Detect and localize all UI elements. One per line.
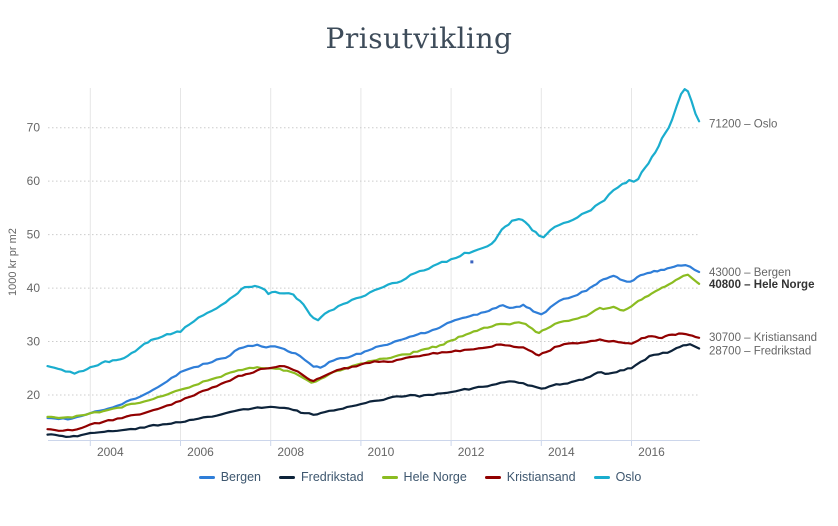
legend-label-bergen: Bergen (220, 470, 262, 484)
series-end-label-hele-norge: 40800 – Hele Norge (709, 279, 814, 291)
legend-marker-kristiansand (484, 475, 501, 479)
y-tick-label-60: 60 (27, 174, 41, 188)
legend-item-bergen[interactable]: Bergen (198, 470, 262, 484)
x-tick-label-2012: 2012 (458, 445, 485, 459)
chart-title: Prisutvikling (325, 22, 513, 55)
chart-legend: Bergen Fredrikstad Hele Norge Kristiansand O… (40, 470, 800, 484)
legend-label-kristiansand: Kristiansand (506, 470, 576, 484)
series-line-oslo (46, 88, 701, 375)
series-end-label-oslo: 71200 – Oslo (709, 118, 777, 130)
y-tick-label-40: 40 (27, 281, 41, 295)
gridlines (48, 88, 700, 440)
y-tick-label-30: 30 (27, 335, 41, 349)
series-end-label-bergen: 43000 – Bergen (709, 267, 791, 279)
x-tick-label-2016: 2016 (638, 445, 665, 459)
series-lines (46, 88, 701, 438)
series-line-fredrikstad (46, 343, 701, 438)
x-tick-label-2008: 2008 (277, 445, 304, 459)
legend-marker-bergen (198, 475, 215, 479)
legend-marker-hele-norge (381, 475, 398, 479)
x-tick-label-2006: 2006 (187, 445, 214, 459)
y-tick-label-70: 70 (27, 121, 41, 135)
legend-marker-oslo (593, 475, 610, 479)
x-tick-label-2014: 2014 (548, 445, 575, 459)
series-end-label-fredrikstad: 28700 – Fredrikstad (709, 345, 811, 357)
legend-item-kristiansand[interactable]: Kristiansand (484, 470, 576, 484)
x-axis-labels: 2004 2006 2008 2010 2012 2014 2016 (97, 445, 665, 459)
series-line-kristiansand (46, 332, 701, 432)
legend-marker-fredrikstad (279, 475, 296, 479)
series-end-labels: 43000 – Bergen 28700 – Fredrikstad 40800 –… (709, 118, 817, 357)
series-line-bergen (46, 264, 701, 421)
stray-dot-artifact (470, 260, 474, 264)
artifacts (470, 260, 474, 264)
x-axis (48, 440, 700, 446)
y-tick-label-50: 50 (27, 228, 41, 242)
y-axis-labels: 20 30 40 50 60 70 (27, 121, 41, 402)
legend-label-oslo: Oslo (615, 470, 642, 484)
x-tick-label-2004: 2004 (97, 445, 124, 459)
legend-label-hele-norge: Hele Norge (403, 470, 467, 484)
x-tick-label-2010: 2010 (368, 445, 395, 459)
series-end-label-kristiansand: 30700 – Kristiansand (709, 332, 817, 344)
y-tick-label-20: 20 (27, 388, 41, 402)
legend-item-hele-norge[interactable]: Hele Norge (381, 470, 467, 484)
y-axis-title: 1000 kr pr m2 (7, 228, 19, 296)
legend-label-fredrikstad: Fredrikstad (301, 470, 364, 484)
series-line-hele-norge (46, 273, 701, 420)
legend-item-fredrikstad[interactable]: Fredrikstad (279, 470, 364, 484)
legend-item-oslo[interactable]: Oslo (593, 470, 642, 484)
